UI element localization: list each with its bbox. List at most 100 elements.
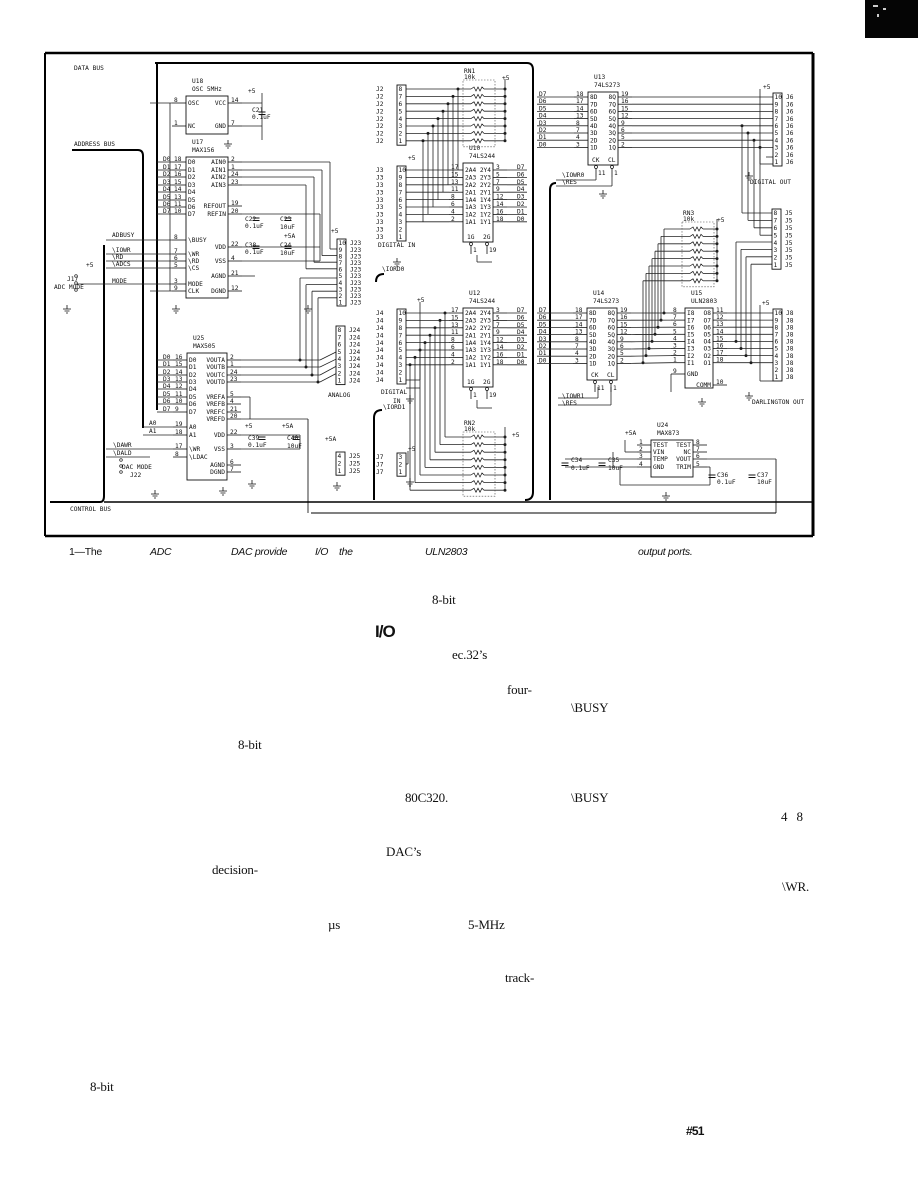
resistor-network-outline bbox=[462, 431, 496, 497]
connector-ref: J6 bbox=[786, 116, 794, 123]
pin-name: 1A1 bbox=[465, 219, 476, 226]
connector-ref: J2 bbox=[376, 101, 384, 108]
connector-ref: J3 bbox=[376, 234, 384, 241]
pin-number: 14 bbox=[174, 186, 182, 193]
pin-name: 4D bbox=[590, 123, 598, 130]
ground-icon bbox=[248, 480, 256, 489]
data-line-label: D5 bbox=[539, 321, 547, 328]
pin-name: OSC bbox=[188, 100, 199, 107]
data-line-label: D4 bbox=[517, 186, 525, 193]
pin-number: 8 bbox=[174, 234, 178, 241]
pin-number: 17 bbox=[175, 443, 183, 450]
pin-name: O7 bbox=[704, 317, 712, 324]
connector-ref: J23 bbox=[350, 260, 361, 267]
pin-number: 1 bbox=[614, 170, 618, 177]
net-label: +5A bbox=[325, 436, 336, 443]
connector-pin-number: 5 bbox=[339, 273, 343, 280]
inverted-pin-bubble bbox=[593, 380, 597, 384]
connector: 10 J69 J68 J67 J66 J65 J64 J63 J62 J61 J6 bbox=[772, 92, 794, 167]
net-label: \DAWR bbox=[113, 442, 132, 449]
pin-name: VCC bbox=[215, 100, 226, 107]
pin-name: 1A4 bbox=[465, 197, 476, 204]
ground-icon bbox=[172, 305, 180, 314]
pin-name: 2A1 bbox=[465, 332, 476, 339]
inverted-pin-bubble bbox=[594, 165, 598, 169]
pin-number: 22 bbox=[230, 429, 238, 436]
pin-number: 3 bbox=[174, 278, 178, 285]
connector-pin-number: 10 bbox=[775, 94, 783, 101]
resistor-icon bbox=[470, 86, 485, 92]
net-label: +5 bbox=[512, 432, 520, 439]
data-line-label: D5 bbox=[517, 179, 525, 186]
pin-name: 1Y3 bbox=[480, 347, 491, 354]
connector-pin-number: 10 bbox=[399, 167, 407, 174]
pin-name: 1D bbox=[589, 361, 597, 368]
pin-name: 6Q bbox=[609, 109, 617, 116]
pin-name: 4D bbox=[589, 339, 597, 346]
pin-number: 1 bbox=[473, 247, 477, 254]
pin-number: 3 bbox=[576, 141, 580, 148]
pin-name: 4Q bbox=[609, 123, 617, 130]
net-label: 0.1uF bbox=[571, 465, 590, 472]
ground-icon bbox=[406, 478, 414, 487]
pin-name: D6 bbox=[189, 401, 197, 408]
jumper-pin-icon bbox=[119, 464, 123, 468]
junction-dot bbox=[446, 102, 450, 106]
resistor-network-ref: RN1 bbox=[464, 68, 475, 75]
body-fragment: µs bbox=[328, 917, 341, 932]
pin-name: 1D bbox=[590, 145, 598, 152]
connector-pin-number: 1 bbox=[339, 300, 343, 307]
pin-name: D5 bbox=[188, 197, 196, 204]
data-line-label: D0 bbox=[539, 357, 547, 364]
pin-number: 3 bbox=[496, 164, 500, 171]
pin-number: 12 bbox=[620, 329, 628, 336]
connector-ref: J23 bbox=[350, 240, 361, 247]
net-label: C23 bbox=[280, 216, 291, 223]
data-line-label: D6 bbox=[163, 201, 171, 208]
ground-icon bbox=[63, 305, 71, 314]
connector-ref: J23 bbox=[350, 267, 361, 274]
pin-number: 3 bbox=[673, 343, 677, 350]
connector-pin-number: 2 bbox=[775, 152, 779, 159]
pin-number: 20 bbox=[230, 413, 238, 420]
net-label: +5 bbox=[502, 75, 510, 82]
net-label: C40 bbox=[287, 435, 298, 442]
data-line-label: D5 bbox=[517, 322, 525, 329]
pin-name: CL bbox=[607, 372, 615, 379]
net-label: 0.1uF bbox=[245, 249, 264, 256]
ground-icon bbox=[698, 398, 706, 407]
net-label: +5A bbox=[282, 423, 293, 430]
net-label: ANALOG bbox=[328, 392, 351, 399]
data-line-label: D0 bbox=[163, 354, 171, 361]
connector-ref: J24 bbox=[349, 356, 360, 363]
pin-name: O1 bbox=[704, 360, 712, 367]
net-label: 0.1uF bbox=[248, 442, 267, 449]
pin-name: 5D bbox=[589, 332, 597, 339]
jumper-pin-icon bbox=[74, 274, 78, 278]
data-line-label: D5 bbox=[163, 391, 171, 398]
connector-pin-number: 1 bbox=[399, 469, 403, 476]
pin-name: 1Y2 bbox=[480, 355, 491, 362]
connector-pin-number: 7 bbox=[775, 332, 779, 339]
pin-number: 12 bbox=[496, 337, 504, 344]
pin-number: 15 bbox=[716, 335, 724, 342]
pin-name: D7 bbox=[189, 409, 197, 416]
pin-number: 11 bbox=[174, 201, 182, 208]
connector-pin-number: 9 bbox=[339, 247, 343, 254]
pin-number: 18 bbox=[716, 357, 724, 364]
pin-number: 8 bbox=[576, 120, 580, 127]
pin-number: 6 bbox=[673, 321, 677, 328]
pin-name: 2A2 bbox=[465, 182, 476, 189]
pin-number: 3 bbox=[230, 443, 234, 450]
connector-ref: J5 bbox=[785, 240, 793, 247]
connector-pin-number: 3 bbox=[339, 286, 343, 293]
scan-corner-mark bbox=[865, 0, 918, 38]
chip-part-number: ULN2803 bbox=[691, 298, 717, 305]
pin-name: VSS bbox=[214, 446, 225, 453]
pin-number: 13 bbox=[576, 113, 584, 120]
data-line-label: D3 bbox=[163, 179, 171, 186]
body-fragment: DAC’s bbox=[386, 844, 422, 859]
resistor-icon bbox=[470, 108, 485, 114]
pin-number: 14 bbox=[175, 369, 183, 376]
chip-ref: U17 bbox=[192, 139, 203, 146]
